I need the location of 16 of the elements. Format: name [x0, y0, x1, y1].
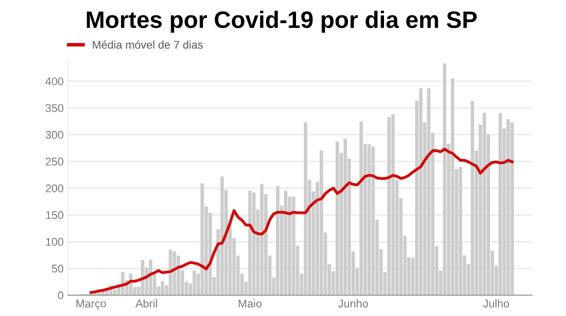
y-tick-label: 300 — [46, 130, 64, 139]
legend-label: Média móvel de 7 dias — [92, 40, 203, 49]
x-tick-label: Março — [76, 300, 106, 310]
x-tick-label: Maio — [238, 299, 262, 308]
y-tick-label: 350 — [46, 104, 64, 112]
y-tick-label: 0 — [58, 291, 64, 300]
x-tick-label: Junho — [338, 299, 368, 308]
y-tick-label: 100 — [46, 238, 64, 246]
y-tick-label: 50 — [52, 264, 64, 273]
y-tick-label: 250 — [46, 158, 64, 166]
x-tick-label: Abril — [136, 299, 157, 308]
y-tick-label: 400 — [45, 77, 64, 86]
y-tick-label: 150 — [46, 211, 64, 220]
y-tick-label: 200 — [46, 184, 64, 192]
x-tick-label: Julho — [483, 299, 510, 308]
chart-title: Mortes por Covid-19 por dia em SP — [86, 10, 477, 33]
